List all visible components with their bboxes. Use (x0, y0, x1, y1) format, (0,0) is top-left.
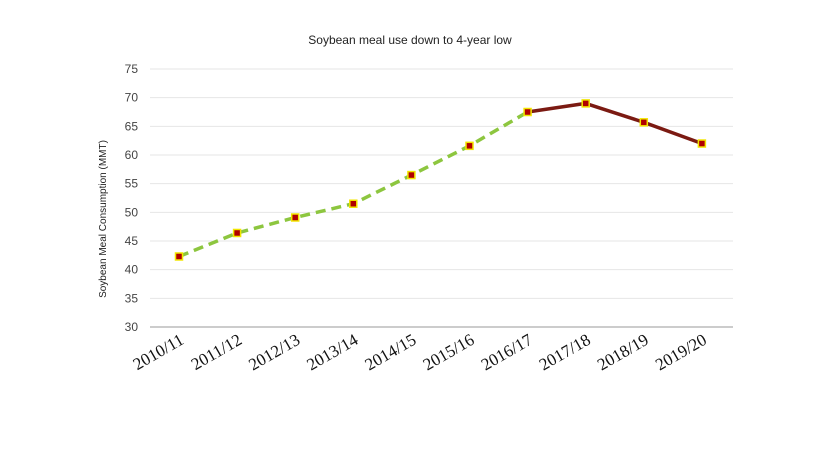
data-point (290, 213, 300, 222)
y-tick-label: 45 (125, 234, 139, 248)
data-point (697, 139, 707, 148)
x-tick-label: 2012/13 (245, 330, 303, 374)
x-tick-label: 2019/20 (652, 330, 710, 374)
x-tick-label: 2015/16 (420, 330, 478, 374)
gridlines (150, 68, 733, 299)
y-tick-label: 50 (125, 205, 139, 219)
x-tick-label: 2010/11 (130, 330, 187, 374)
data-markers (174, 99, 707, 261)
x-tick-label: 2017/18 (536, 330, 594, 374)
x-tick-label: 2016/17 (478, 330, 536, 375)
y-tick-label: 35 (125, 291, 139, 305)
data-point (581, 99, 590, 108)
chart-title: Soybean meal use down to 4-year low (308, 33, 512, 47)
y-tick-label: 65 (125, 119, 139, 133)
y-tick-label: 55 (125, 177, 139, 191)
data-point (639, 118, 649, 127)
x-tick-label: 2018/19 (594, 330, 652, 374)
data-point (174, 252, 184, 261)
series-line-dashed (178, 110, 529, 259)
data-point (349, 199, 358, 208)
data-point (232, 228, 242, 238)
data-point (407, 170, 416, 180)
y-axis-ticks: 30 35 40 45 50 55 60 65 70 75 (125, 62, 139, 334)
x-tick-label: 2011/12 (188, 330, 245, 374)
x-tick-label: 2014/15 (362, 330, 420, 374)
x-axis-ticks: 2010/11 2011/12 2012/13 2013/14 2014/15 2015/… (130, 330, 710, 375)
series-line-solid (527, 101, 703, 146)
y-axis-label: Soybean Meal Consumption (MMT) (98, 140, 109, 298)
y-tick-label: 75 (125, 62, 139, 76)
y-tick-label: 30 (125, 320, 139, 334)
y-tick-label: 40 (125, 263, 139, 277)
x-tick-label: 2013/14 (304, 330, 362, 375)
y-tick-label: 70 (125, 91, 139, 105)
data-point (465, 141, 474, 151)
data-point (523, 107, 532, 117)
y-tick-label: 60 (125, 148, 139, 162)
